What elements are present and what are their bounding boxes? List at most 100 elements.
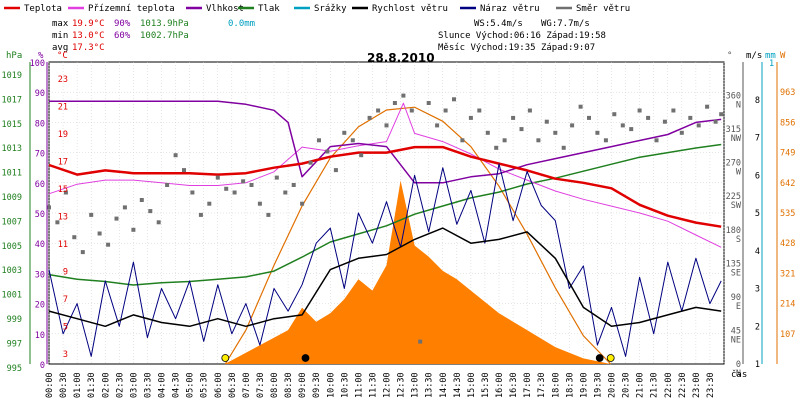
wind-direction-point bbox=[468, 115, 473, 120]
wind-direction-point bbox=[308, 160, 313, 165]
dir-tick-label: 0 bbox=[736, 360, 741, 370]
wind-direction-point bbox=[519, 127, 524, 132]
wind-direction-point bbox=[97, 231, 102, 236]
time-tick-label: 23:30 bbox=[706, 372, 716, 398]
unit-deg: ° bbox=[727, 51, 732, 61]
dir-name-label: N bbox=[736, 369, 741, 379]
pct-tick-label: 10 bbox=[35, 331, 45, 341]
wind-direction-point bbox=[89, 212, 94, 217]
time-tick-label: 06:30 bbox=[228, 372, 238, 398]
time-tick-label: 22:30 bbox=[678, 372, 688, 398]
wind-direction-point bbox=[511, 115, 516, 120]
pct-tick-label: 70 bbox=[35, 150, 45, 160]
time-tick-label: 06:00 bbox=[214, 372, 224, 398]
c-tick-label: 3 bbox=[63, 350, 68, 360]
wind-direction-point bbox=[257, 201, 262, 206]
legend-label: Směr větru bbox=[576, 4, 630, 14]
stats-max-hum: 90% bbox=[114, 19, 131, 29]
hpa-tick-label: 1001 bbox=[2, 291, 22, 301]
wind-direction-point bbox=[578, 104, 583, 109]
dir-name-label: SW bbox=[731, 201, 742, 211]
time-tick-label: 07:30 bbox=[256, 372, 266, 398]
wind-direction-point bbox=[435, 123, 440, 128]
moonset-marker bbox=[301, 354, 310, 362]
time-tick-label: 19:00 bbox=[579, 372, 589, 398]
wind-direction-point bbox=[443, 108, 448, 113]
dir-name-label: E bbox=[736, 302, 741, 312]
time-tick-label: 15:30 bbox=[481, 372, 491, 398]
time-tick-label: 12:30 bbox=[397, 372, 407, 398]
wind-direction-point bbox=[679, 130, 684, 135]
wind-direction-point bbox=[106, 242, 111, 247]
time-tick-label: 22:00 bbox=[664, 372, 674, 398]
hpa-tick-label: 1017 bbox=[2, 95, 22, 105]
wind-direction-point bbox=[409, 108, 414, 113]
unit-time: čas bbox=[731, 369, 747, 380]
time-tick-label: 20:00 bbox=[608, 372, 618, 398]
wind-direction-point bbox=[452, 97, 456, 102]
time-tick-label: 21:30 bbox=[650, 372, 660, 398]
stats-avg-temp: 17.3°C bbox=[72, 43, 105, 53]
wind-direction-point bbox=[156, 220, 161, 225]
time-tick-label: 09:30 bbox=[312, 372, 322, 398]
stats-max-temp: 19.9°C bbox=[72, 19, 105, 29]
wind-direction-point bbox=[502, 138, 507, 143]
wind-direction-point bbox=[705, 104, 710, 109]
stats-min-hum: 60% bbox=[114, 31, 131, 41]
wind-direction-point bbox=[333, 168, 338, 173]
wind-direction-point bbox=[612, 112, 617, 117]
time-tick-label: 15:00 bbox=[467, 372, 477, 398]
wind-direction-point bbox=[291, 183, 296, 187]
wind-direction-point bbox=[283, 190, 288, 195]
wind-direction-point bbox=[384, 123, 389, 128]
wind-direction-point bbox=[325, 149, 330, 154]
wind-direction-point bbox=[342, 130, 347, 135]
series-line-5 bbox=[48, 163, 722, 357]
wind-direction-point bbox=[139, 198, 144, 202]
hpa-tick-label: 1007 bbox=[2, 217, 22, 227]
unit-pct: % bbox=[38, 51, 44, 61]
time-tick-label: 17:30 bbox=[537, 372, 547, 398]
ms-tick-label: 1 bbox=[755, 360, 760, 370]
pct-tick-label: 0 bbox=[40, 361, 45, 371]
chart-title: 28.8.2010 bbox=[367, 51, 435, 65]
legend-item: Rychlost větru bbox=[352, 4, 448, 14]
wind-direction-point bbox=[477, 108, 482, 113]
wind-direction-point bbox=[662, 119, 667, 124]
time-tick-label: 05:30 bbox=[200, 372, 210, 398]
wind-direction-point bbox=[485, 130, 490, 135]
time-tick-label: 21:00 bbox=[636, 372, 646, 398]
time-tick-label: 14:30 bbox=[453, 372, 463, 398]
wind-direction-point bbox=[249, 183, 254, 187]
wind-direction-point bbox=[654, 138, 659, 143]
time-tick-label: 00:00 bbox=[45, 372, 55, 398]
time-tick-label: 10:30 bbox=[340, 372, 350, 398]
w-tick-label: 642 bbox=[780, 179, 795, 189]
wind-direction-point bbox=[646, 115, 651, 120]
marker-layer bbox=[221, 354, 615, 362]
wind-direction-point bbox=[232, 190, 237, 195]
stats-min-label: min bbox=[52, 31, 68, 41]
w-tick-label: 856 bbox=[780, 118, 795, 128]
time-tick-label: 04:30 bbox=[172, 372, 182, 398]
wind-direction-layer bbox=[47, 93, 724, 344]
time-tick-label: 19:30 bbox=[593, 372, 603, 398]
wind-direction-point bbox=[165, 183, 170, 187]
pct-tick-label: 50 bbox=[35, 210, 45, 220]
legend-item: Náraz větru bbox=[460, 4, 540, 14]
time-tick-label: 08:00 bbox=[270, 372, 280, 398]
theoretical-solar-curve bbox=[224, 106, 612, 365]
dir-tick-label: 225 bbox=[726, 192, 741, 202]
time-tick-label: 18:30 bbox=[565, 372, 575, 398]
wind-direction-point bbox=[122, 205, 127, 210]
wind-direction-point bbox=[494, 145, 499, 150]
hpa-tick-label: 1019 bbox=[2, 71, 22, 81]
legend-label: Teplota bbox=[24, 4, 62, 14]
wind-direction-point bbox=[173, 153, 178, 158]
time-tick-label: 07:00 bbox=[242, 372, 252, 398]
ms-tick-label: 5 bbox=[755, 209, 760, 219]
wind-direction-point bbox=[72, 235, 77, 240]
wind-direction-point bbox=[561, 145, 566, 150]
time-tick-label: 16:30 bbox=[509, 372, 519, 398]
hpa-tick-label: 1003 bbox=[2, 266, 22, 276]
